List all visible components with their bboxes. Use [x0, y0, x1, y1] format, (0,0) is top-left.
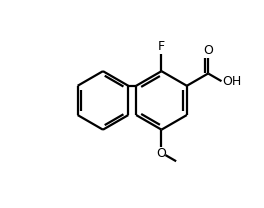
- Text: O: O: [203, 44, 213, 57]
- Text: OH: OH: [222, 75, 242, 88]
- Text: F: F: [158, 40, 165, 53]
- Text: O: O: [157, 147, 166, 160]
